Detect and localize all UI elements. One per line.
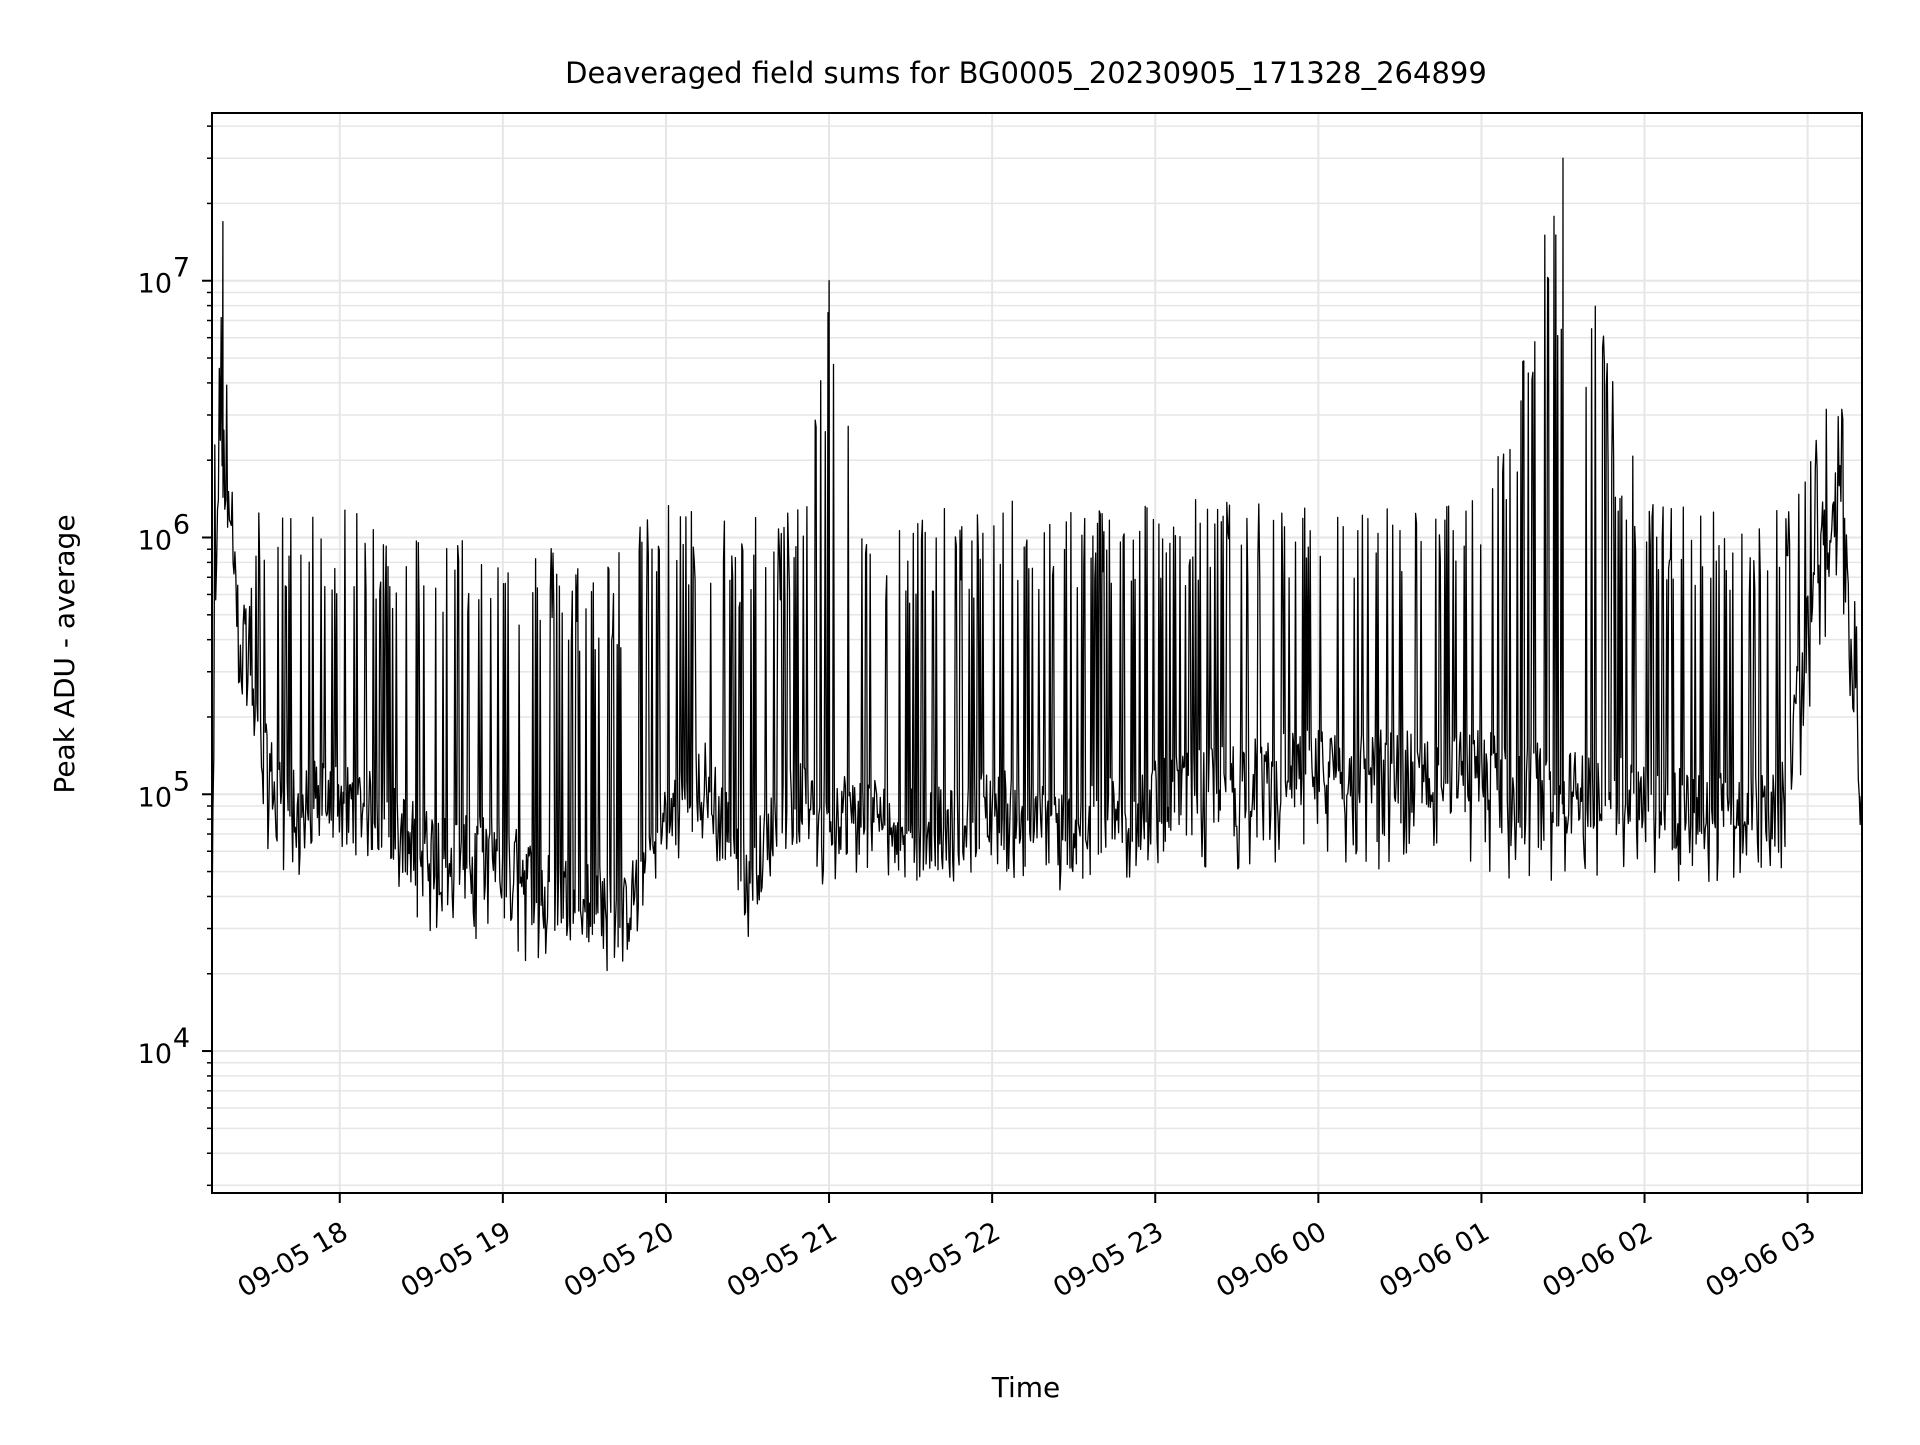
y-tick-label: 10 bbox=[138, 525, 172, 556]
y-tick-exponent: 6 bbox=[173, 509, 190, 540]
y-tick-exponent: 4 bbox=[173, 1023, 190, 1054]
series-layer bbox=[211, 157, 1863, 972]
chart-title: Deaveraged field sums for BG0005_2023090… bbox=[565, 56, 1487, 90]
plot-frame bbox=[211, 112, 1863, 1194]
y-tick-label: 10 bbox=[138, 1039, 172, 1070]
y-axis-label: Peak ADU - average bbox=[48, 514, 81, 793]
y-tick-exponent: 7 bbox=[173, 253, 190, 284]
y-tick-label: 10 bbox=[138, 782, 172, 813]
y-tick-label: 10 bbox=[138, 269, 172, 300]
x-axis-label: Time bbox=[991, 1371, 1061, 1404]
y-tick-exponent: 5 bbox=[173, 766, 190, 797]
series-line bbox=[211, 157, 1863, 972]
